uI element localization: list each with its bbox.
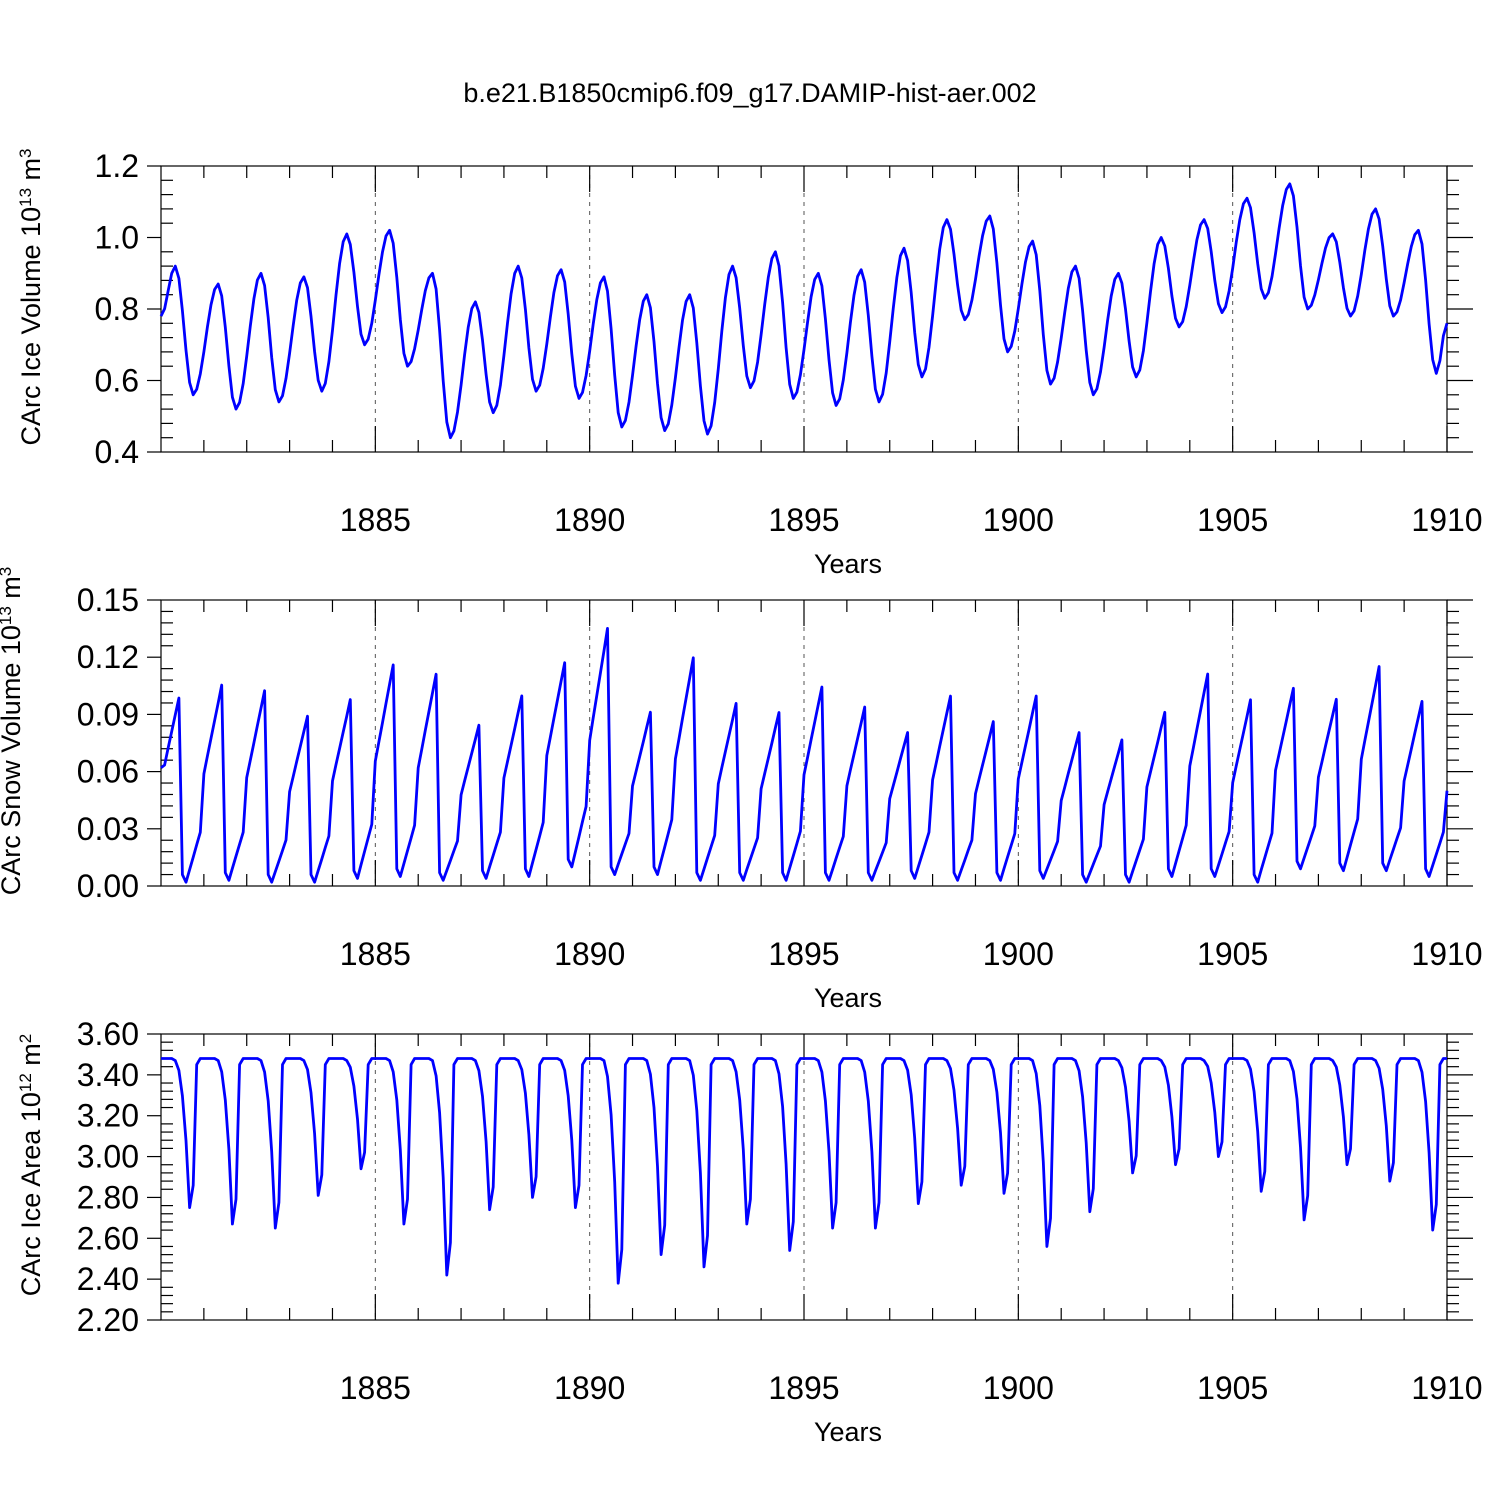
x-tick-label: 1885: [340, 1370, 411, 1406]
x-tick-label: 1910: [1411, 936, 1482, 972]
series-line-snow-volume: [160, 627, 1449, 884]
y-tick-label: 0.6: [95, 363, 139, 399]
x-axis-label: Years: [814, 1417, 882, 1447]
panel-snow-volume: 0.00 0.03 0.06 0.09 0.12 0.15 1885 1890 1895 1900…: [0, 567, 1483, 1013]
y-tick-label: 3.40: [77, 1057, 139, 1093]
x-tick-label: 1900: [983, 502, 1054, 538]
y-tick-label: 2.60: [77, 1220, 139, 1256]
y-tick-label: 0.4: [95, 434, 139, 470]
y-tick-label: 0.00: [77, 868, 139, 904]
x-tick-label: 1905: [1197, 502, 1268, 538]
x-tick-label: 1890: [554, 1370, 625, 1406]
y-tick-label: 0.09: [77, 696, 139, 732]
chart-title: b.e21.B1850cmip6.f09_g17.DAMIP-hist-aer.…: [463, 78, 1036, 108]
x-tick-label: 1885: [340, 502, 411, 538]
y-tick-label: 3.20: [77, 1098, 139, 1134]
y-axis-label: CArc Ice Volume 1013 m3: [16, 148, 47, 445]
x-tick-label: 1910: [1411, 502, 1482, 538]
x-tick-label: 1885: [340, 936, 411, 972]
x-axis-label: Years: [814, 549, 882, 579]
panel-ice-area: 2.20 2.40 2.60 2.80 3.00 3.20 3.40 3.60 1885 1890…: [16, 1016, 1483, 1447]
y-tick-label: 2.80: [77, 1179, 139, 1215]
y-axis-label: CArc Snow Volume 1013 m3: [0, 567, 26, 896]
x-tick-label: 1890: [554, 936, 625, 972]
y-tick-label: 0.12: [77, 639, 139, 675]
x-tick-label: 1900: [983, 1370, 1054, 1406]
plot-frame: [160, 165, 1448, 453]
y-tick-label: 2.20: [77, 1302, 139, 1338]
x-tick-label: 1900: [983, 936, 1054, 972]
y-axis-label: CArc Ice Area 1012 m2: [16, 1034, 47, 1297]
x-axis-label: Years: [814, 983, 882, 1013]
x-tick-label: 1895: [768, 936, 839, 972]
plot-frame: [160, 1033, 1448, 1321]
panel-ice-volume: 0.4 0.6 0.8 1.0 1.2 1885 1890 1895 1900 1905 1910 Y…: [16, 148, 1483, 579]
y-tick-label: 0.03: [77, 811, 139, 847]
x-tick-label: 1890: [554, 502, 625, 538]
y-tick-label: 3.00: [77, 1139, 139, 1175]
x-tick-label: 1905: [1197, 936, 1268, 972]
series-line-ice-area: [161, 1057, 1447, 1285]
series-line-ice-volume: [159, 182, 1449, 440]
y-tick-label: 1.2: [95, 148, 139, 184]
y-tick-label: 2.40: [77, 1261, 139, 1297]
y-tick-label: 0.06: [77, 754, 139, 790]
y-tick-label: 0.15: [77, 582, 139, 618]
x-tick-label: 1905: [1197, 1370, 1268, 1406]
x-tick-label: 1910: [1411, 1370, 1482, 1406]
x-tick-label: 1895: [768, 502, 839, 538]
y-tick-label: 3.60: [77, 1016, 139, 1052]
x-tick-label: 1895: [768, 1370, 839, 1406]
y-tick-label: 1.0: [95, 220, 139, 256]
y-tick-label: 0.8: [95, 291, 139, 327]
plot-frame: [160, 599, 1448, 887]
